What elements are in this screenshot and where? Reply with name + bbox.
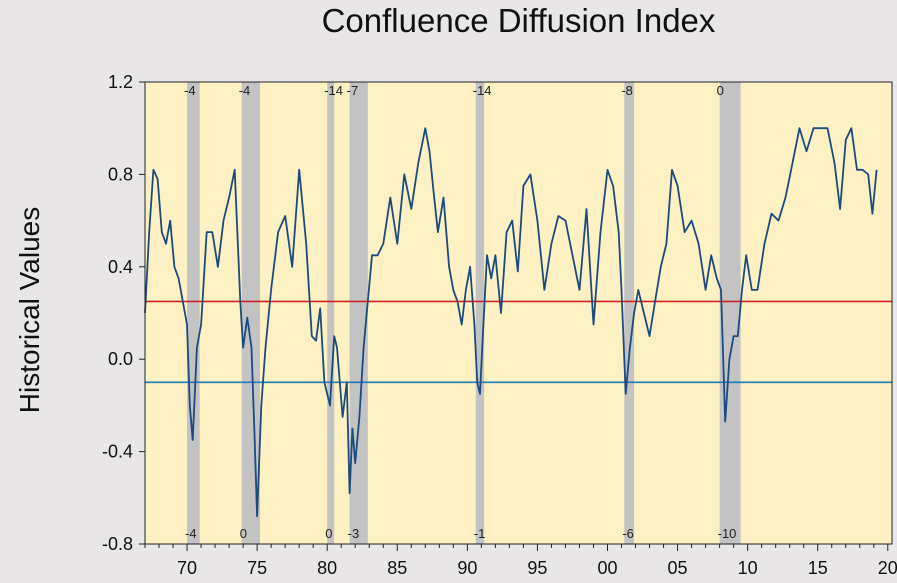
chart-title: Confluence Diffusion Index: [321, 2, 716, 39]
y-tick-label: -0.8: [102, 534, 133, 554]
y-tick-label: 0.8: [108, 164, 133, 184]
recession-band: [624, 82, 635, 544]
recession-bottom-label: -4: [185, 526, 197, 541]
plot-frame: [144, 81, 893, 545]
x-tick-label: 85: [387, 558, 407, 578]
y-tick-label: 0.0: [108, 349, 133, 369]
recession-band: [241, 82, 260, 544]
recession-top-label: -4: [239, 83, 251, 98]
recession-band: [349, 82, 368, 544]
x-tick-label: 80: [317, 558, 337, 578]
recession-bottom-label: -3: [348, 526, 360, 541]
recession-bottom-label: -10: [718, 526, 737, 541]
recession-top-label: -8: [621, 83, 633, 98]
series-line: [144, 127, 878, 518]
x-tick-label: 95: [527, 558, 547, 578]
x-tick-label: 05: [668, 558, 688, 578]
recession-band: [719, 82, 741, 544]
recession-band: [187, 82, 200, 544]
recession-bottom-label: -1: [474, 526, 486, 541]
recession-top-label: 0: [717, 83, 724, 98]
recession-bottom-label: 0: [325, 526, 332, 541]
recession-band: [327, 82, 335, 544]
x-tick-label: 10: [738, 558, 758, 578]
x-tick-label: 90: [457, 558, 477, 578]
recession-band: [475, 82, 485, 544]
y-tick-label: -0.4: [102, 442, 133, 462]
x-tick-label: 75: [247, 558, 267, 578]
x-tick-label: 70: [177, 558, 197, 578]
y-tick-label: 0.4: [108, 257, 133, 277]
recession-bottom-label: -6: [622, 526, 634, 541]
recession-top-label: -14: [473, 83, 492, 98]
recession-bottom-label: 0: [240, 526, 247, 541]
y-tick-label: 1.2: [108, 72, 133, 92]
recession-top-label: -7: [347, 83, 359, 98]
recession-top-label: -4: [184, 83, 196, 98]
x-tick-label: 15: [808, 558, 828, 578]
x-tick-label: 00: [597, 558, 617, 578]
recession-top-label: -14: [324, 83, 343, 98]
x-tick-label: 20: [878, 558, 897, 578]
